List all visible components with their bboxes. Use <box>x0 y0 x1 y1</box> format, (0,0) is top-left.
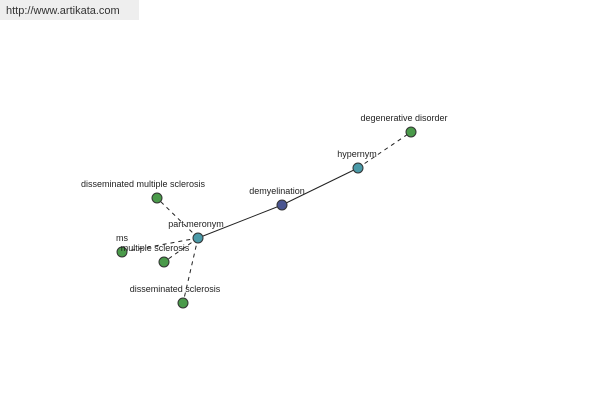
edge <box>182 237 199 304</box>
nodes: demyelination hypernym degenerative disord… <box>81 113 448 309</box>
site-url[interactable]: http://www.artikata.com <box>0 0 139 20</box>
node-label[interactable]: hypernym <box>337 149 377 159</box>
node-label[interactable]: disseminated multiple sclerosis <box>81 179 206 189</box>
edge <box>121 237 199 253</box>
node[interactable] <box>352 162 364 174</box>
node-label[interactable]: multiple sclerosis <box>121 243 190 253</box>
node[interactable] <box>177 297 189 309</box>
node[interactable] <box>276 199 288 211</box>
node-label[interactable]: part meronym <box>168 219 224 229</box>
node-label[interactable]: disseminated sclerosis <box>130 284 221 294</box>
node[interactable] <box>158 256 170 268</box>
node[interactable] <box>192 232 204 244</box>
node-label[interactable]: demyelination <box>249 186 305 196</box>
node[interactable] <box>405 126 417 138</box>
node-label[interactable]: ms <box>116 233 128 243</box>
edge <box>163 237 199 263</box>
node[interactable] <box>151 192 163 204</box>
edges <box>121 131 412 304</box>
edge <box>281 167 359 206</box>
node[interactable] <box>116 246 128 258</box>
edge <box>156 197 199 239</box>
node-label[interactable]: degenerative disorder <box>360 113 447 123</box>
edge <box>357 131 412 169</box>
edge <box>197 204 283 239</box>
